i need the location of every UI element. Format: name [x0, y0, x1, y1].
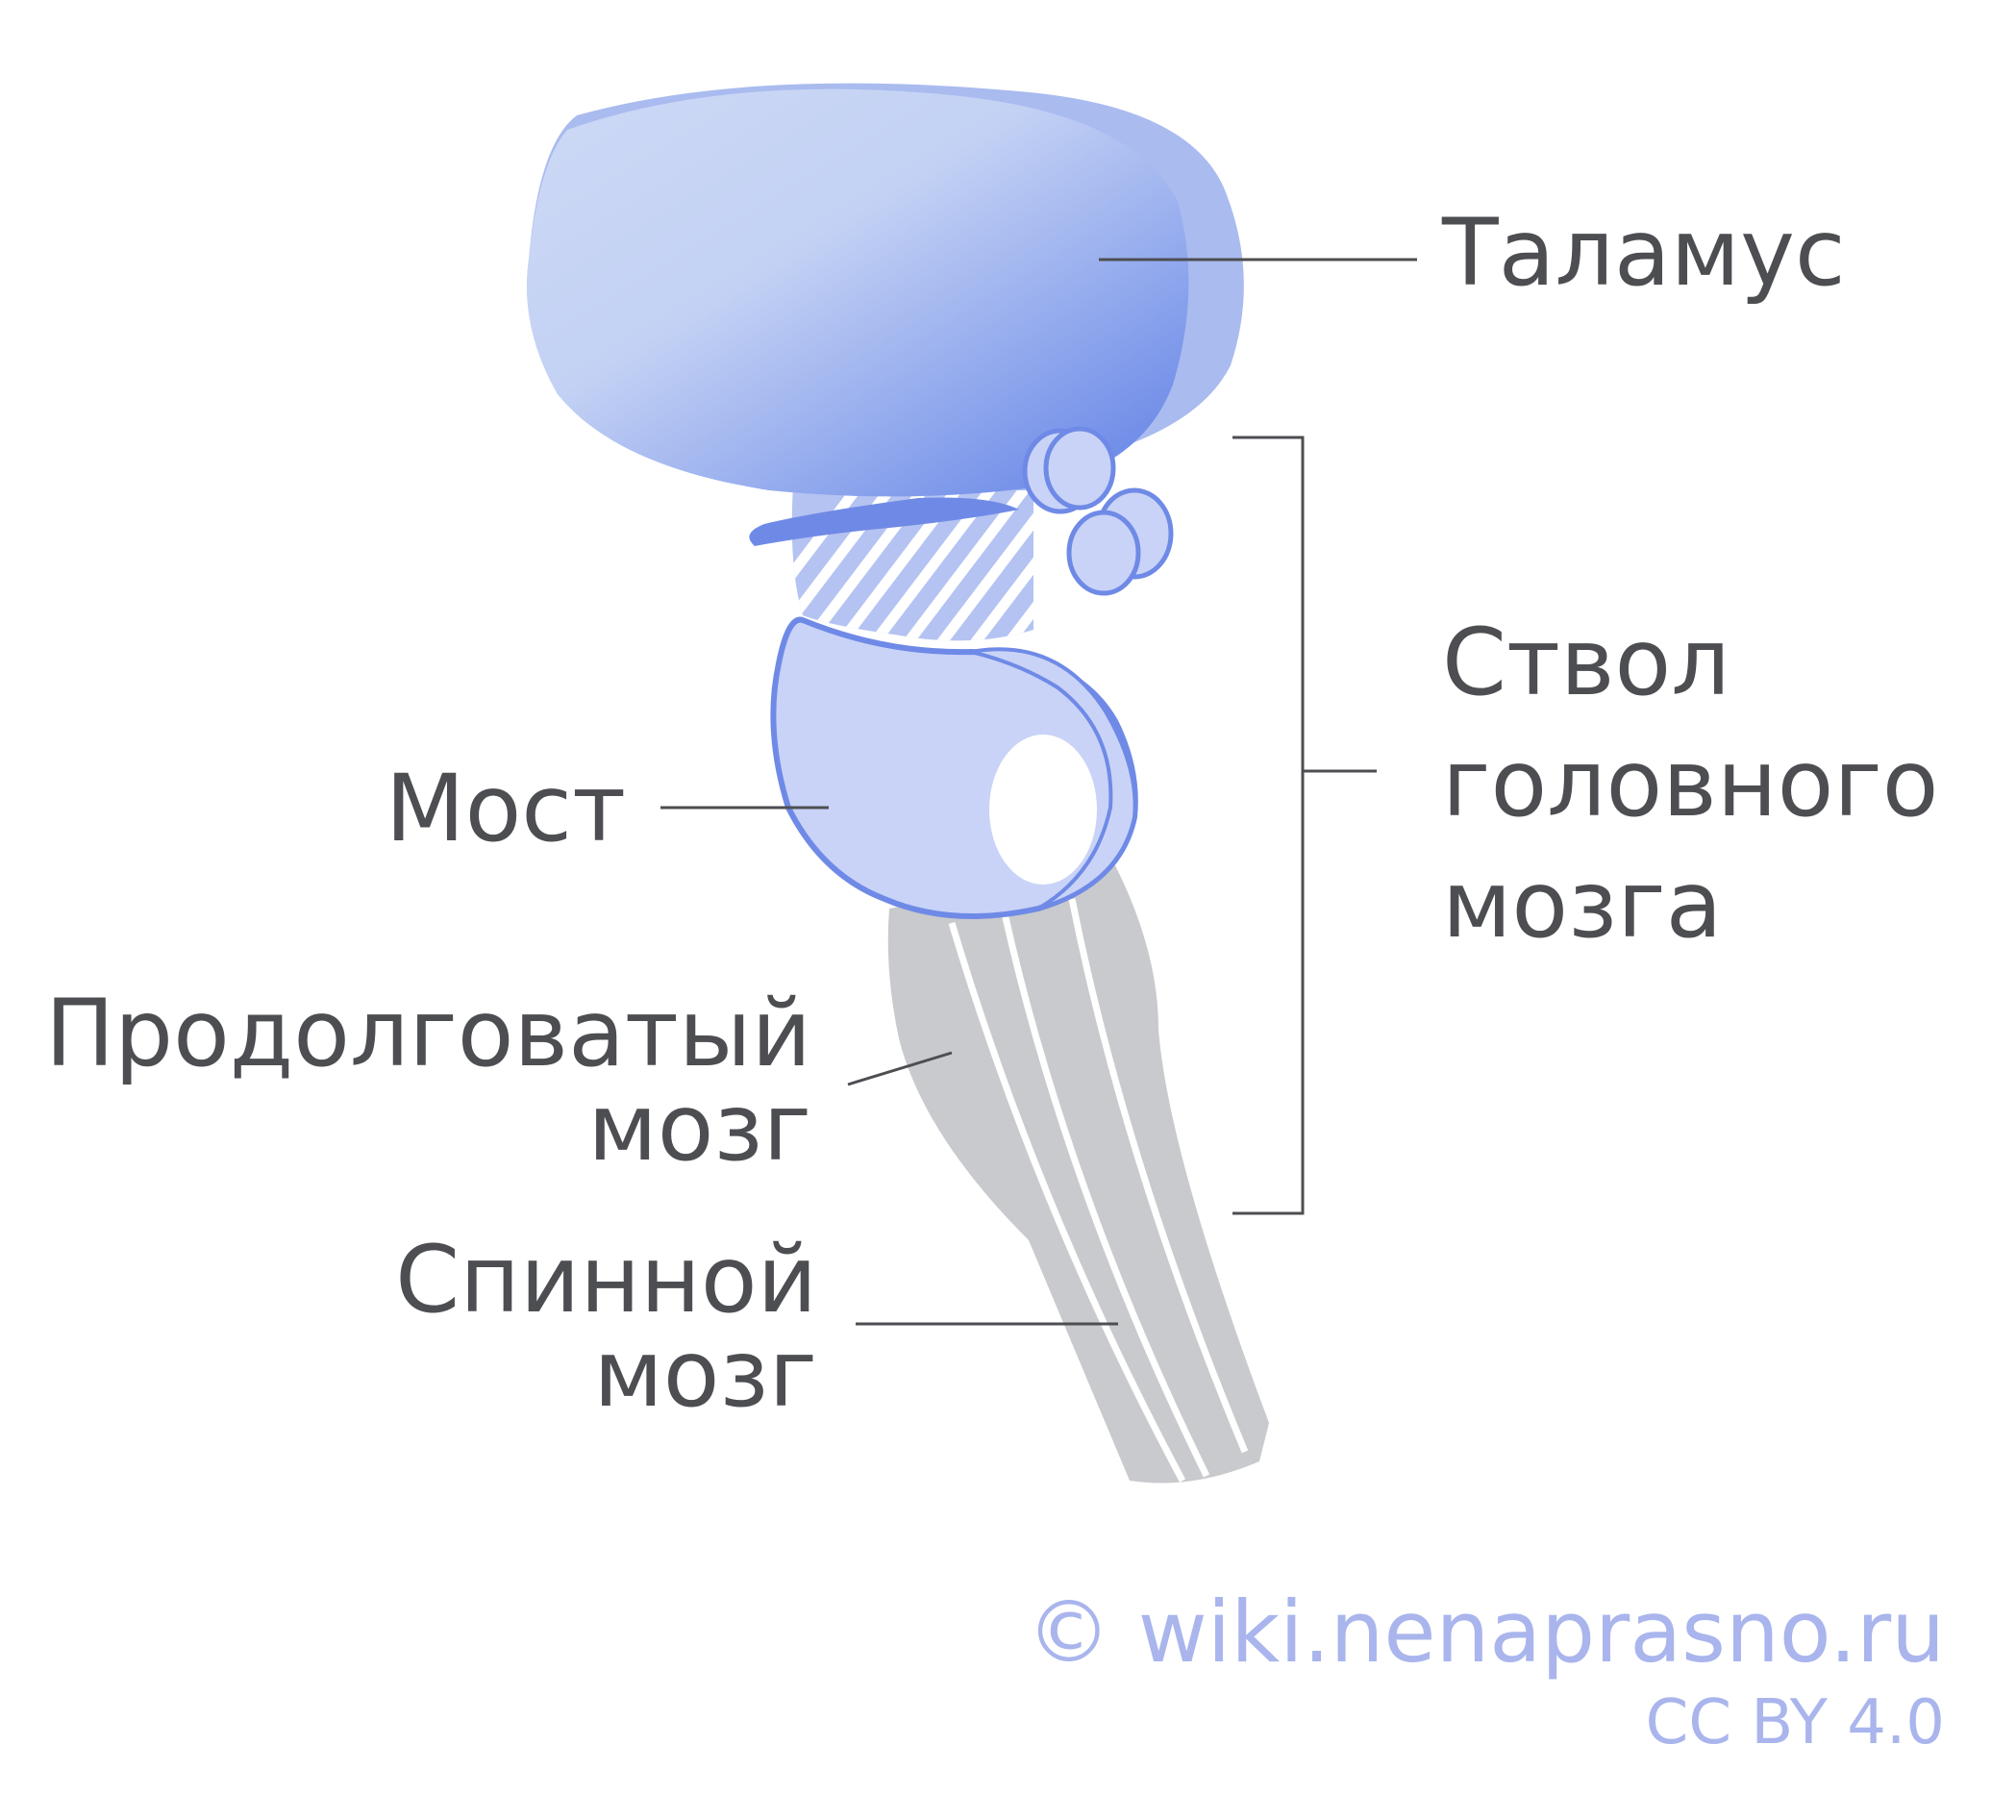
credit-site: © wiki.nenaprasno.ru: [1026, 1583, 1945, 1682]
spinal-cord-label-line-2: мозг: [593, 1320, 817, 1428]
spinal-cord-label-line-1: Спинной: [395, 1226, 817, 1334]
credit-license: CC BY 4.0: [1645, 1687, 1945, 1758]
brainstem-label-line-3: мозга: [1442, 851, 1723, 959]
spinal-cord-shape: [887, 865, 1269, 1483]
thalamus-shape: [527, 83, 1244, 546]
pons-label: Мост: [385, 755, 626, 862]
brainstem-label-line-2: головного: [1442, 730, 1939, 837]
pons-shape: [770, 616, 1138, 919]
medulla-label-line-2: мозг: [587, 1074, 811, 1182]
brainstem-label-line-1: Ствол: [1442, 609, 1730, 716]
leader-lines: [660, 258, 1417, 1326]
medulla-label-line-1: Продолговатый: [44, 980, 811, 1087]
medulla-leader-line: [847, 1051, 953, 1086]
colliculi-shape: [1022, 426, 1174, 596]
thalamus-label: Таламус: [1442, 199, 1846, 307]
brainstem-bracket: [1232, 436, 1377, 1215]
